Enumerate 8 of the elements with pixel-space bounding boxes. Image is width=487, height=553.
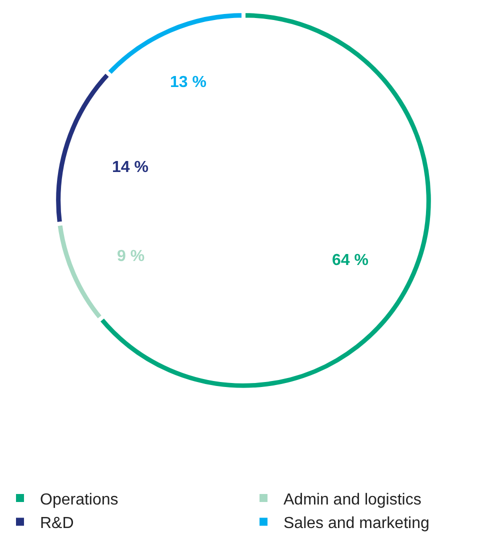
data-label: 9 % [117,248,145,265]
data-label: 13 % [170,74,206,91]
legend-label: R&D [40,515,74,532]
data-label: 14 % [112,159,148,176]
legend-label: Operations [40,491,118,508]
legend-label: Admin and logistics [284,491,422,508]
data-label: 64 % [332,252,368,269]
legend-label: Sales and marketing [284,515,430,532]
